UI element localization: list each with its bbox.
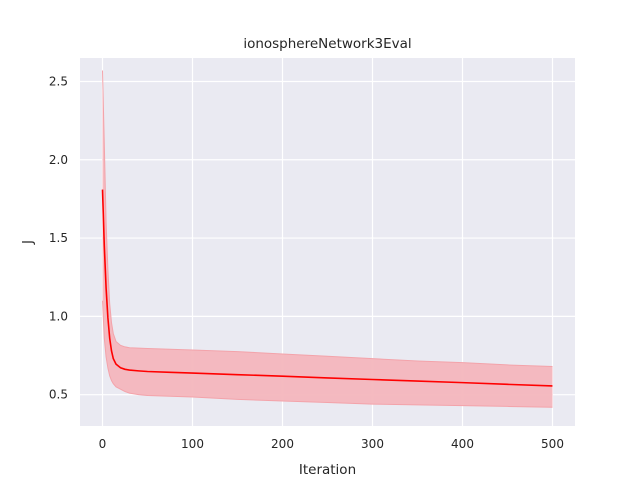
y-tick-labels: 0.5 1.0 1.5 2.0 2.5 [49, 74, 68, 401]
x-tick-label: 500 [541, 437, 564, 451]
confidence-band [102, 70, 553, 408]
y-tick-label: 2.0 [49, 153, 68, 167]
band-lower-edge [102, 300, 553, 408]
mean-line [101, 189, 553, 387]
x-tick-label: 100 [181, 437, 204, 451]
y-tick-label: 2.5 [49, 74, 68, 88]
x-axis-label: Iteration [299, 462, 356, 478]
mean-line-layer [101, 189, 553, 387]
y-tick-label: 1.5 [49, 231, 68, 245]
grid [80, 58, 575, 426]
band-upper-edge [102, 70, 553, 367]
y-axis-label: J [20, 240, 36, 245]
x-tick-label: 400 [451, 437, 474, 451]
x-tick-label: 200 [271, 437, 294, 451]
y-tick-label: 0.5 [49, 388, 68, 402]
chart-title: ionosphereNetwork3Eval [243, 36, 411, 52]
x-tick-label: 0 [99, 437, 107, 451]
x-tick-label: 300 [361, 437, 384, 451]
x-tick-labels: 0 100 200 300 400 500 [99, 437, 564, 451]
confidence-band-layer [102, 70, 553, 408]
y-tick-label: 1.0 [49, 309, 68, 323]
